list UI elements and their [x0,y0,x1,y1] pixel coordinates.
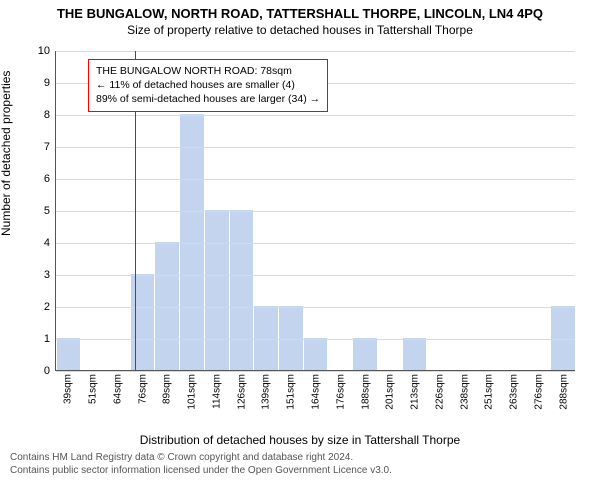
x-tick-label: 288sqm [558,374,569,410]
x-tick-label: 64sqm [112,374,123,404]
footer-line-1: Contains HM Land Registry data © Crown c… [10,451,590,464]
bar [353,338,377,370]
x-tick-label: 164sqm [311,374,322,410]
bar [551,306,575,370]
bar [180,114,204,370]
annotation-line: ← 11% of detached houses are smaller (4) [96,78,320,92]
bar [254,306,278,370]
y-tick-label: 0 [44,365,56,377]
footer-attribution: Contains HM Land Registry data © Crown c… [0,447,600,477]
y-tick-label: 2 [44,301,56,313]
x-tick-label: 213sqm [410,374,421,410]
y-tick-label: 7 [44,141,56,153]
x-tick-label: 263sqm [509,374,520,410]
y-axis-label: Number of detached properties [0,71,13,236]
x-tick-label: 76sqm [137,374,148,404]
x-axis-label: Distribution of detached houses by size … [0,433,600,447]
x-tick-label: 39sqm [63,374,74,404]
bar [57,338,81,370]
x-tick-label: 176sqm [335,374,346,410]
y-tick-label: 5 [44,205,56,217]
x-tick-label: 89sqm [162,374,173,404]
size-distribution-chart: Number of detached properties 0123456789… [0,41,600,431]
annotation-line: THE BUNGALOW NORTH ROAD: 78sqm [96,64,320,78]
bar [230,210,254,370]
footer-line-2: Contains public sector information licen… [10,464,590,477]
gridline [56,371,575,372]
bar [279,306,303,370]
x-tick-label: 188sqm [360,374,371,410]
x-tick-label: 251sqm [484,374,495,410]
y-tick-label: 9 [44,77,56,89]
bar [155,242,179,370]
page-subtitle: Size of property relative to detached ho… [0,21,600,41]
x-tick-label: 151sqm [286,374,297,410]
y-tick-label: 1 [44,333,56,345]
plot-area: 01234567891039sqm51sqm64sqm76sqm89sqm101… [55,51,575,371]
x-tick-label: 126sqm [236,374,247,410]
y-tick-label: 10 [38,45,56,57]
y-tick-label: 6 [44,173,56,185]
y-tick-label: 4 [44,237,56,249]
y-tick-label: 3 [44,269,56,281]
page-title: THE BUNGALOW, NORTH ROAD, TATTERSHALL TH… [0,0,600,21]
x-tick-label: 226sqm [434,374,445,410]
annotation-line: 89% of semi-detached houses are larger (… [96,92,320,106]
x-tick-label: 201sqm [385,374,396,410]
bar [403,338,427,370]
y-tick-label: 8 [44,109,56,121]
bar [304,338,328,370]
x-tick-label: 276sqm [533,374,544,410]
x-tick-label: 51sqm [88,374,99,404]
bar [205,210,229,370]
x-tick-label: 114sqm [211,374,222,409]
x-tick-label: 238sqm [459,374,470,410]
x-tick-label: 139sqm [261,374,272,410]
x-tick-label: 101sqm [187,374,198,410]
annotation-box: THE BUNGALOW NORTH ROAD: 78sqm← 11% of d… [88,59,328,112]
